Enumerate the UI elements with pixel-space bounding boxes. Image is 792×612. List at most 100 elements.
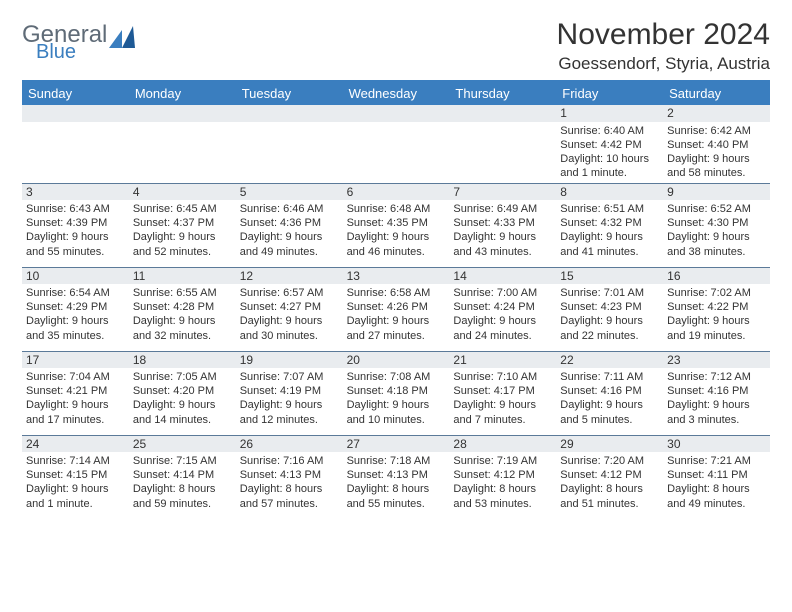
logo-text: General Blue (22, 24, 107, 62)
daylight-text: Daylight: 9 hours and 30 minutes. (240, 314, 339, 342)
calendar-cell: 5Sunrise: 6:46 AMSunset: 4:36 PMDaylight… (236, 183, 343, 267)
week-row: 1Sunrise: 6:40 AMSunset: 4:42 PMDaylight… (22, 105, 770, 183)
day-number: 13 (343, 267, 450, 284)
calendar-cell: 20Sunrise: 7:08 AMSunset: 4:18 PMDayligh… (343, 351, 450, 435)
daylight-text: Daylight: 9 hours and 5 minutes. (560, 398, 659, 426)
sunset-text: Sunset: 4:20 PM (133, 384, 232, 398)
day-details: Sunrise: 7:08 AMSunset: 4:18 PMDaylight:… (343, 368, 450, 429)
daylight-text: Daylight: 9 hours and 14 minutes. (133, 398, 232, 426)
sunrise-text: Sunrise: 7:12 AM (667, 370, 766, 384)
dayname: Wednesday (343, 82, 450, 105)
sunrise-text: Sunrise: 6:45 AM (133, 202, 232, 216)
sunrise-text: Sunrise: 6:43 AM (26, 202, 125, 216)
calendar-cell: 18Sunrise: 7:05 AMSunset: 4:20 PMDayligh… (129, 351, 236, 435)
day-details: Sunrise: 6:54 AMSunset: 4:29 PMDaylight:… (22, 284, 129, 345)
day-details: Sunrise: 7:21 AMSunset: 4:11 PMDaylight:… (663, 452, 770, 513)
day-details: Sunrise: 6:48 AMSunset: 4:35 PMDaylight:… (343, 200, 450, 261)
header: General Blue November 2024 Goessendorf, … (22, 18, 770, 74)
day-number (236, 105, 343, 122)
day-number: 28 (449, 435, 556, 452)
day-details: Sunrise: 7:15 AMSunset: 4:14 PMDaylight:… (129, 452, 236, 513)
sunrise-text: Sunrise: 7:16 AM (240, 454, 339, 468)
daylight-text: Daylight: 8 hours and 57 minutes. (240, 482, 339, 510)
sunrise-text: Sunrise: 6:49 AM (453, 202, 552, 216)
day-details: Sunrise: 6:42 AMSunset: 4:40 PMDaylight:… (663, 122, 770, 183)
sunset-text: Sunset: 4:40 PM (667, 138, 766, 152)
sunrise-text: Sunrise: 7:02 AM (667, 286, 766, 300)
calendar-cell (22, 105, 129, 183)
day-number (129, 105, 236, 122)
calendar-cell: 19Sunrise: 7:07 AMSunset: 4:19 PMDayligh… (236, 351, 343, 435)
weeks-container: 1Sunrise: 6:40 AMSunset: 4:42 PMDaylight… (22, 105, 770, 519)
day-number (22, 105, 129, 122)
day-details: Sunrise: 7:05 AMSunset: 4:20 PMDaylight:… (129, 368, 236, 429)
calendar-cell (343, 105, 450, 183)
sunrise-text: Sunrise: 7:04 AM (26, 370, 125, 384)
day-details: Sunrise: 7:19 AMSunset: 4:12 PMDaylight:… (449, 452, 556, 513)
day-details: Sunrise: 7:02 AMSunset: 4:22 PMDaylight:… (663, 284, 770, 345)
sunset-text: Sunset: 4:33 PM (453, 216, 552, 230)
sunset-text: Sunset: 4:19 PM (240, 384, 339, 398)
week-row: 17 Sunrise: 7:04 AMSunset: 4:21 PM Dayligh… (22, 351, 770, 435)
sunset-text: Sunset: 4:35 PM (347, 216, 446, 230)
sunset-text: Sunset: 4:28 PM (133, 300, 232, 314)
logo-mark-icon (109, 26, 135, 48)
sunset-text: Sunset: 4:26 PM (347, 300, 446, 314)
sunrise-text: Sunrise: 7:08 AM (347, 370, 446, 384)
sunrise-text: Sunrise: 6:55 AM (133, 286, 232, 300)
sunrise-text: Sunrise: 6:52 AM (667, 202, 766, 216)
day-number: 20 (343, 351, 450, 368)
daylight-text: Daylight: 9 hours and 27 minutes. (347, 314, 446, 342)
calendar-cell: 27 Sunrise: 7:18 AMSunset: 4:13 PMDayligh… (343, 435, 450, 519)
sunrise-text: Sunrise: 7:10 AM (453, 370, 552, 384)
sunset-text: Sunset: 4:16 PM (560, 384, 659, 398)
calendar-cell: 17Sunrise: 7:04 AMSunset: 4:21 PMDayligh… (22, 351, 129, 435)
calendar-cell: 24Sunrise: 7:14 AMSunset: 4:15 PMDayligh… (22, 435, 129, 519)
sunset-text: Sunset: 4:15 PM (26, 468, 125, 482)
title-block: November 2024 Goessendorf, Styria, Austr… (557, 18, 770, 74)
location: Goessendorf, Styria, Austria (557, 54, 770, 74)
calendar-cell: 25Sunrise: 7:15 AMSunset: 4:14 PMDayligh… (129, 435, 236, 519)
day-details: Sunrise: 7:00 AMSunset: 4:24 PMDaylight:… (449, 284, 556, 345)
logo: General Blue (22, 18, 135, 62)
day-number: 23 (663, 351, 770, 368)
sunrise-text: Sunrise: 7:18 AM (347, 454, 446, 468)
sunset-text: Sunset: 4:36 PM (240, 216, 339, 230)
day-number (343, 105, 450, 122)
daylight-text: Daylight: 8 hours and 55 minutes. (347, 482, 446, 510)
sunrise-text: Sunrise: 6:48 AM (347, 202, 446, 216)
day-number: 17 (22, 351, 129, 368)
calendar-cell: 30Sunrise: 7:21 AMSunset: 4:11 PMDayligh… (663, 435, 770, 519)
day-number: 7 (449, 183, 556, 200)
calendar-cell: 10Sunrise: 6:54 AMSunset: 4:29 PMDayligh… (22, 267, 129, 351)
sunset-text: Sunset: 4:13 PM (347, 468, 446, 482)
dayname: Friday (556, 82, 663, 105)
sunrise-text: Sunrise: 7:07 AM (240, 370, 339, 384)
sunrise-text: Sunrise: 6:57 AM (240, 286, 339, 300)
day-number: 8 (556, 183, 663, 200)
calendar-cell: 15Sunrise: 7:01 AMSunset: 4:23 PMDayligh… (556, 267, 663, 351)
daylight-text: Daylight: 9 hours and 46 minutes. (347, 230, 446, 258)
daylight-text: Daylight: 9 hours and 49 minutes. (240, 230, 339, 258)
daylight-text: Daylight: 9 hours and 38 minutes. (667, 230, 766, 258)
daylight-text: Daylight: 9 hours and 24 minutes. (453, 314, 552, 342)
day-number: 27 (343, 435, 450, 452)
sunset-text: Sunset: 4:21 PM (26, 384, 125, 398)
sunrise-text: Sunrise: 7:11 AM (560, 370, 659, 384)
day-details: Sunrise: 6:46 AMSunset: 4:36 PMDaylight:… (236, 200, 343, 261)
calendar-cell: 9Sunrise: 6:52 AMSunset: 4:30 PMDaylight… (663, 183, 770, 267)
dayname-row: SundayMondayTuesdayWednesdayThursdayFrid… (22, 82, 770, 105)
calendar-cell (129, 105, 236, 183)
day-details: Sunrise: 7:07 AMSunset: 4:19 PMDaylight:… (236, 368, 343, 429)
day-details: Sunrise: 7:14 AMSunset: 4:15 PMDaylight:… (22, 452, 129, 513)
daylight-text: Daylight: 9 hours and 41 minutes. (560, 230, 659, 258)
sunset-text: Sunset: 4:39 PM (26, 216, 125, 230)
week-row: 3Sunrise: 6:43 AMSunset: 4:39 PMDaylight… (22, 183, 770, 267)
sunrise-text: Sunrise: 7:05 AM (133, 370, 232, 384)
sunrise-text: Sunrise: 7:01 AM (560, 286, 659, 300)
sunset-text: Sunset: 4:22 PM (667, 300, 766, 314)
day-number: 12 (236, 267, 343, 284)
dayname: Saturday (663, 82, 770, 105)
sunset-text: Sunset: 4:14 PM (133, 468, 232, 482)
daylight-text: Daylight: 9 hours and 32 minutes. (133, 314, 232, 342)
